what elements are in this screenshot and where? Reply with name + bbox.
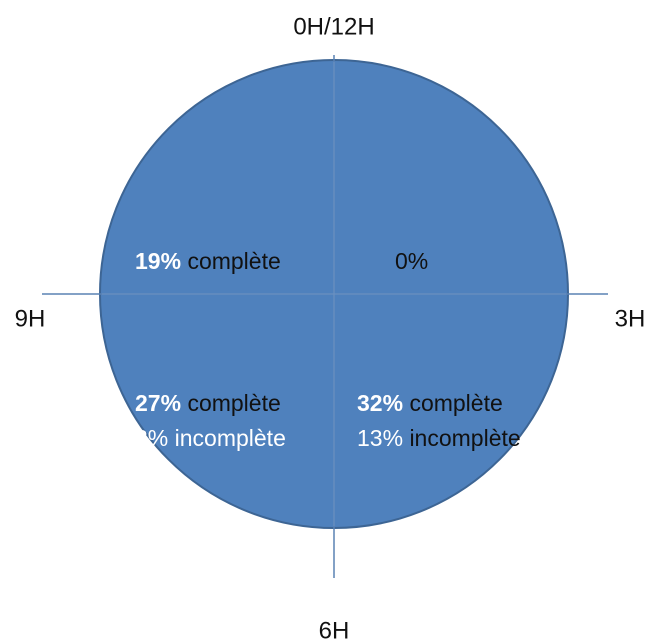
label-top: 0H/12H [293,13,374,40]
quadrant-top-left: 19% complète [135,248,281,274]
pct: 32% [357,390,403,416]
quadrant-bottom-left-complete: 27% complète [135,390,281,416]
pct: 19% [135,248,181,274]
quadrant-top-right: 0% [395,248,428,274]
word: complète [409,390,502,416]
word: complète [187,390,280,416]
word: incomplète [175,425,286,451]
word: complète [187,248,280,274]
pct: 13% [357,425,403,451]
pct: 27% [135,390,181,416]
label-right: 3H [615,305,646,332]
quadrant-bottom-right-complete: 32% complète [357,390,503,416]
pct: 8% [135,425,168,451]
label-left: 9H [15,305,46,332]
word: incomplète [409,425,520,451]
quadrant-bottom-right-incomplete: 13% incomplète [357,425,521,451]
quadrant-bottom-left-incomplete: 8% incomplète [135,425,286,451]
label-bottom: 6H [319,617,350,644]
